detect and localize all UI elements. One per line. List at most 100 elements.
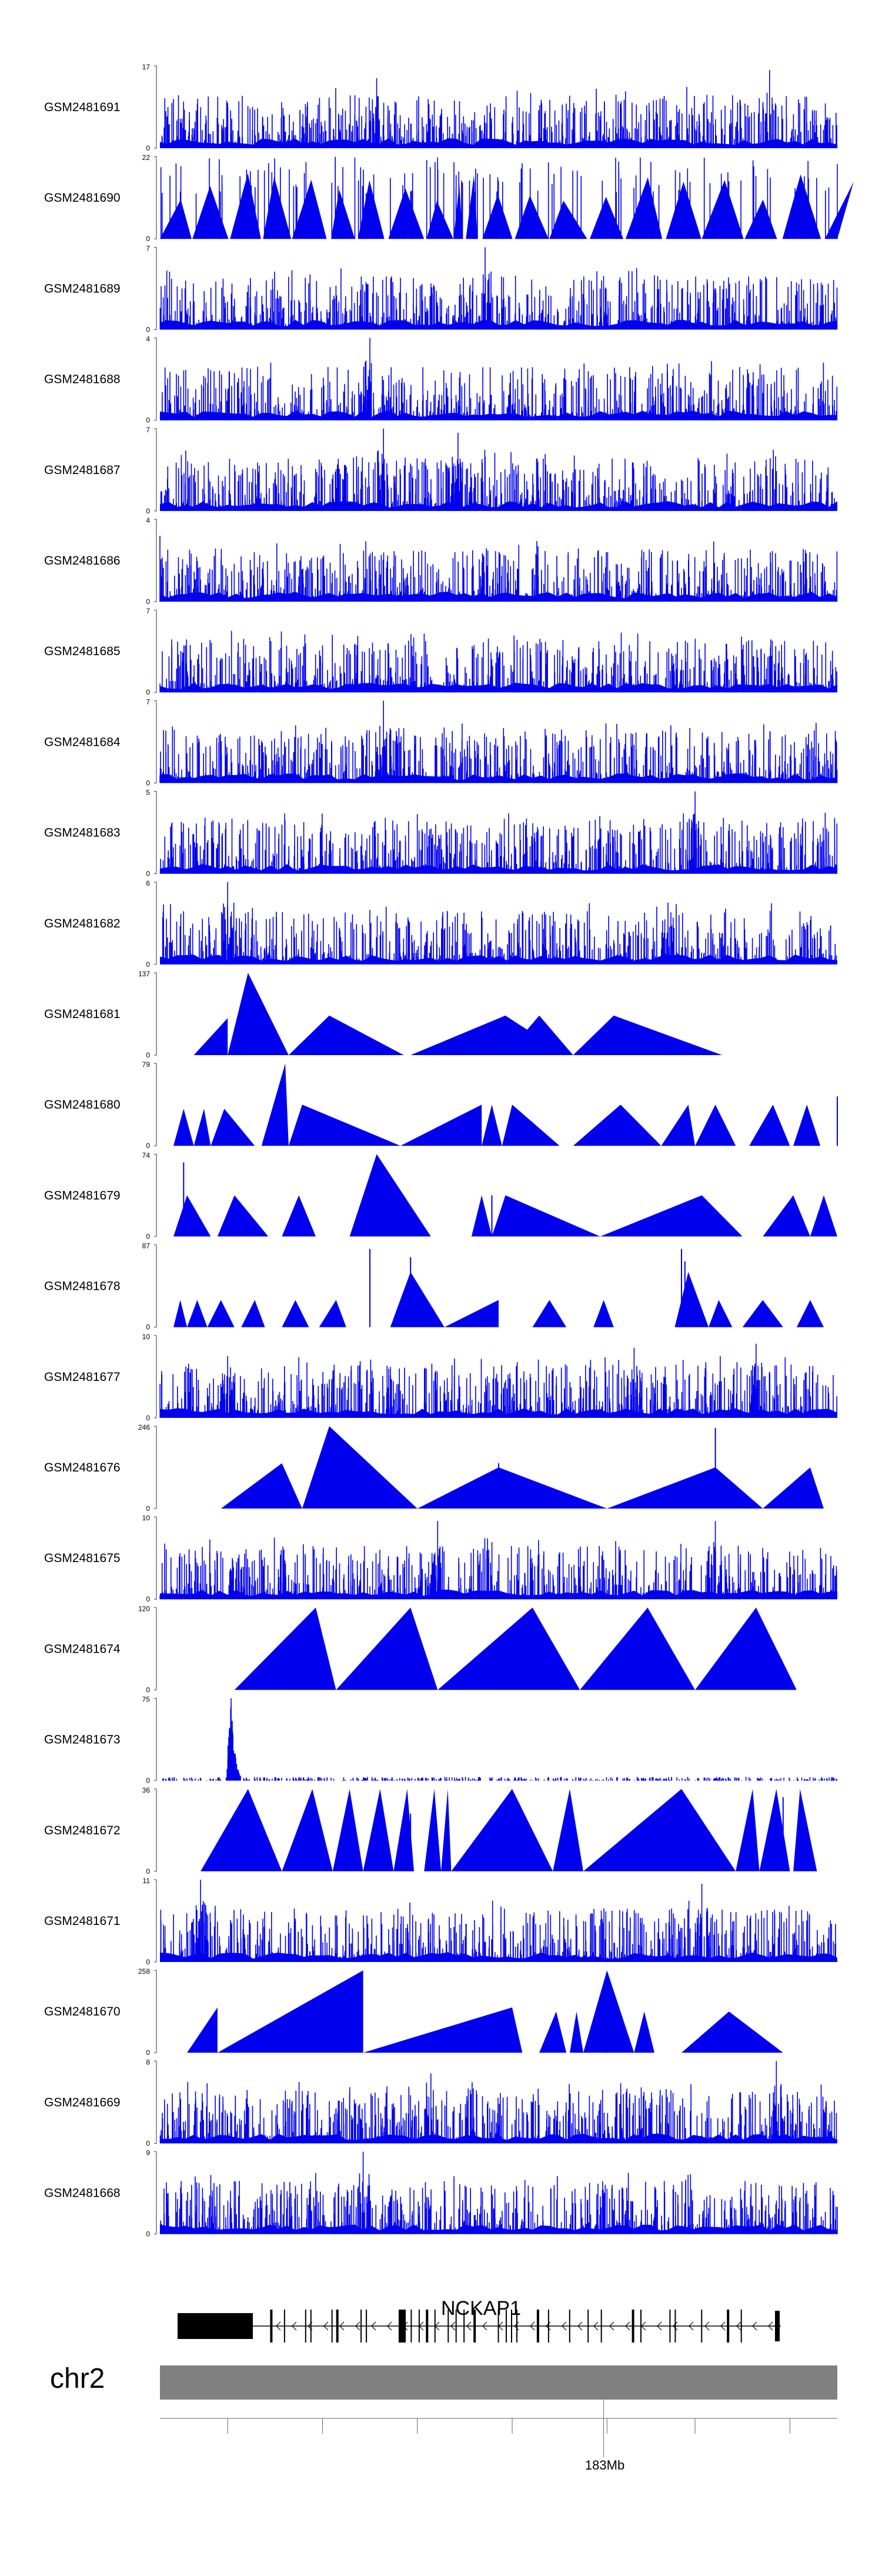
gene-exon [536,2310,539,2343]
y-min-label: 0 [146,1777,150,1785]
gene-exon [632,2310,634,2343]
y-min-label: 0 [146,1867,150,1876]
track-label: GSM2481682 [44,917,121,930]
signal-spikes [410,1797,784,1871]
strand-arrow [530,2321,535,2331]
gene-exon [283,2310,285,2343]
signal-bars [160,70,838,148]
signal-area [201,1788,817,1871]
track-GSM2481669: GSM2481669 8 0 [44,2058,837,2147]
signal-spikes [779,1096,838,1146]
strand-arrow [593,2321,599,2331]
signal-area [388,188,425,239]
y-min-label: 0 [146,2230,150,2238]
axis-tick-label: 183Mb [585,2458,624,2472]
gene-exon [331,2310,333,2343]
strand-arrow [562,2321,567,2331]
signal-area [666,182,701,239]
track-label: GSM2481679 [44,1189,121,1202]
y-min-label: 0 [146,1142,150,1150]
strand-arrow [752,2321,757,2331]
gene-name-label: NCKAP1 [441,2297,521,2320]
gene-exon [640,2310,642,2343]
y-max-label: 17 [142,63,151,71]
track-label: GSM2481673 [44,1733,121,1747]
signal-area [230,173,261,239]
track-GSM2481682: GSM2481682 6 0 [44,879,837,969]
strand-arrow [720,2321,726,2331]
y-max-label: 6 [146,879,150,887]
y-min-label: 0 [146,779,150,787]
y-max-label: 7 [146,426,150,434]
y-min-label: 0 [146,1595,150,1603]
track-label: GSM2481677 [44,1370,121,1384]
y-min-label: 0 [146,1958,150,1966]
y-max-label: 137 [138,970,150,978]
signal-spikes [183,1162,493,1237]
track-GSM2481676: GSM2481676 246 0 [44,1423,824,1513]
y-max-label: 9 [146,2149,150,2157]
signal-area [514,195,549,239]
track-label: GSM2481678 [44,1280,121,1293]
strand-arrow [292,2321,297,2331]
track-label: GSM2481686 [44,554,121,568]
y-max-label: 11 [143,1877,151,1885]
strand-arrow [673,2321,678,2331]
y-min-label: 0 [146,235,150,243]
gene-exon [727,2310,730,2343]
signal-bars [159,338,838,421]
signal-spikes [369,1249,686,1327]
y-max-label: 5 [146,789,150,797]
signal-bars [159,247,838,330]
signal-spikes [329,1026,614,1055]
track-label: GSM2481674 [44,1642,121,1656]
gene-exon [775,2311,780,2341]
signal-spikes [498,1427,716,1509]
signal-area [220,1426,824,1509]
y-min-label: 0 [146,598,150,606]
y-min-label: 0 [146,870,150,878]
strand-arrow [339,2321,345,2331]
track-label: GSM2481672 [44,1824,121,1837]
track-GSM2481688: GSM2481688 4 0 [44,335,838,425]
signal-bars [162,1698,837,1781]
y-min-label: 0 [146,1686,150,1694]
y-max-label: 258 [138,1967,150,1976]
signal-bars [160,882,837,965]
y-max-label: 75 [142,1696,151,1704]
signal-bars [159,1343,837,1418]
y-max-label: 8 [146,2058,150,2066]
y-max-label: 4 [146,335,150,343]
strand-arrow [657,2321,662,2331]
y-min-label: 0 [146,1232,150,1240]
strand-arrow [419,2321,424,2331]
track-GSM2481674: GSM2481674 120 0 [44,1604,797,1694]
signal-area [426,201,453,239]
gene-exon [399,2310,406,2343]
chromosome-band [160,2365,837,2400]
track-GSM2481687: GSM2481687 7 0 [44,426,837,515]
strand-arrow [689,2321,694,2331]
track-label: GSM2481690 [44,191,121,205]
track-GSM2481677: GSM2481677 10 0 [44,1333,837,1422]
track-label: GSM2481684 [44,735,121,749]
y-min-label: 0 [146,1414,150,1422]
track-label: GSM2481675 [44,1551,121,1565]
gene-exon [455,2310,457,2343]
strand-arrow [736,2321,741,2331]
strand-arrow [546,2321,551,2331]
track-label: GSM2481685 [44,645,121,658]
gene-exon [701,2310,703,2343]
signal-area [192,186,229,239]
signal-bars [159,791,838,874]
strand-arrow [387,2321,392,2331]
signal-area [590,196,624,239]
gene-exon [511,2310,512,2343]
signal-bars [160,428,836,511]
y-min-label: 0 [146,688,150,696]
track-label: GSM2481683 [44,826,121,840]
track-label: GSM2481689 [44,282,121,295]
strand-arrow [355,2321,360,2331]
chromosome-ideogram: chr2 183Mb [50,2363,837,2472]
gene-utr-block [178,2313,253,2339]
